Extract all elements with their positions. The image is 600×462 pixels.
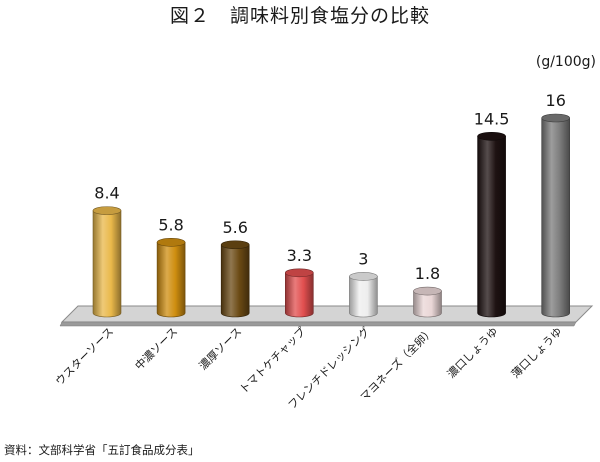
unit-label: (g/100g) bbox=[536, 54, 596, 70]
value-label: 1.8 bbox=[415, 264, 440, 283]
floor-top bbox=[60, 305, 594, 323]
bar-body bbox=[541, 117, 570, 318]
bar-top bbox=[349, 272, 378, 281]
category-label: トマトケチャップ bbox=[237, 325, 308, 396]
bar-body bbox=[413, 290, 442, 318]
bar-body bbox=[220, 244, 250, 318]
bar bbox=[413, 286, 442, 318]
bar-body bbox=[349, 276, 378, 318]
bar-top bbox=[477, 131, 506, 141]
floor-edge bbox=[59, 321, 577, 327]
bar-top bbox=[92, 206, 122, 215]
category-label: 中濃ソース bbox=[132, 324, 180, 372]
bar bbox=[349, 272, 378, 318]
bar bbox=[220, 240, 250, 318]
bar-top bbox=[156, 238, 186, 247]
category-label: 濃口しょうゆ bbox=[444, 324, 501, 381]
value-label: 3 bbox=[358, 249, 368, 268]
bars-group bbox=[92, 113, 571, 318]
bar bbox=[284, 268, 314, 318]
value-label: 14.5 bbox=[474, 109, 510, 128]
bar-body bbox=[477, 135, 506, 318]
value-label: 3.3 bbox=[287, 246, 312, 265]
bar-top bbox=[541, 113, 571, 123]
bar-top bbox=[284, 268, 314, 278]
bar bbox=[156, 238, 186, 318]
category-label: ウスターソース bbox=[53, 325, 116, 388]
value-labels-group: 8.4 5.8 5.6 3.3 3 1.8 14.5 16 bbox=[94, 91, 566, 283]
category-label: 濃厚ソース bbox=[196, 324, 244, 372]
value-label: 5.8 bbox=[158, 215, 183, 234]
bar-body bbox=[92, 210, 122, 318]
chart-floor bbox=[59, 305, 594, 327]
chart-title: 図２ 調味料別食塩分の比較 bbox=[170, 5, 430, 27]
category-labels-group: ウスターソース 中濃ソース 濃厚ソーストマトケチャップフレンチドレッシングマヨネーズ… bbox=[53, 324, 565, 412]
source-note: 資料：文部科学省「五訂食品成分表」 bbox=[4, 443, 200, 457]
bar bbox=[477, 131, 506, 318]
value-label: 16 bbox=[546, 91, 566, 110]
bar-body bbox=[285, 272, 314, 318]
value-label: 5.6 bbox=[222, 218, 247, 237]
bar-top bbox=[413, 286, 442, 296]
bar bbox=[92, 206, 122, 318]
bar-top bbox=[220, 240, 250, 250]
bar bbox=[541, 113, 571, 318]
value-label: 8.4 bbox=[94, 184, 119, 203]
bar-body bbox=[156, 242, 186, 318]
category-label: 薄口しょうゆ bbox=[508, 324, 565, 381]
